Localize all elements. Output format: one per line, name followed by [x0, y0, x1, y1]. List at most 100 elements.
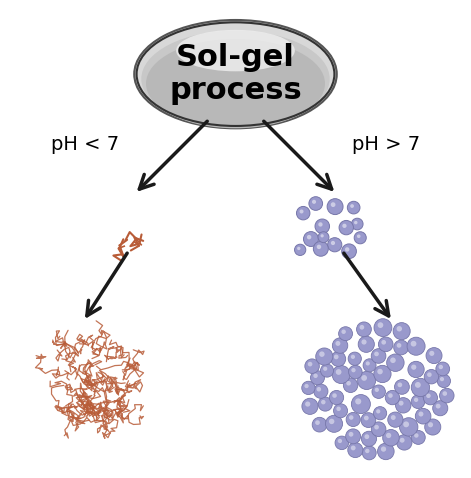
Circle shape	[439, 365, 443, 369]
Circle shape	[426, 348, 442, 364]
Circle shape	[333, 404, 348, 418]
Circle shape	[433, 401, 448, 416]
Circle shape	[388, 412, 403, 427]
Circle shape	[439, 388, 454, 403]
Circle shape	[342, 224, 347, 228]
Circle shape	[338, 439, 342, 443]
Circle shape	[304, 384, 309, 388]
Circle shape	[371, 348, 386, 363]
Circle shape	[428, 422, 433, 427]
Circle shape	[312, 417, 327, 432]
Circle shape	[296, 206, 310, 220]
Circle shape	[399, 418, 418, 436]
Circle shape	[400, 438, 405, 443]
Circle shape	[328, 238, 342, 252]
Circle shape	[335, 436, 349, 450]
Circle shape	[403, 422, 409, 427]
Circle shape	[436, 362, 450, 376]
Circle shape	[365, 361, 370, 366]
Circle shape	[318, 222, 323, 227]
Circle shape	[361, 339, 366, 345]
Circle shape	[378, 337, 393, 352]
Circle shape	[305, 402, 310, 407]
Circle shape	[334, 355, 339, 359]
Circle shape	[346, 381, 351, 386]
Circle shape	[335, 341, 341, 346]
Circle shape	[339, 327, 352, 341]
Circle shape	[354, 221, 357, 224]
Circle shape	[393, 323, 410, 340]
Text: Sol-gel
process: Sol-gel process	[169, 43, 302, 106]
Circle shape	[349, 415, 353, 420]
Circle shape	[347, 201, 360, 214]
Circle shape	[351, 445, 356, 450]
Circle shape	[372, 385, 385, 399]
Circle shape	[361, 431, 376, 446]
Circle shape	[423, 391, 438, 405]
Circle shape	[351, 368, 356, 372]
Circle shape	[411, 431, 425, 445]
Circle shape	[346, 429, 361, 444]
Circle shape	[300, 209, 303, 214]
Circle shape	[315, 219, 330, 234]
Circle shape	[349, 365, 362, 379]
Circle shape	[357, 322, 371, 337]
Circle shape	[318, 232, 329, 243]
Circle shape	[341, 244, 357, 259]
Circle shape	[357, 371, 376, 390]
Circle shape	[371, 422, 386, 436]
Circle shape	[333, 338, 348, 353]
Circle shape	[351, 394, 370, 413]
Circle shape	[442, 391, 447, 396]
Circle shape	[386, 433, 391, 438]
Circle shape	[331, 202, 335, 207]
Circle shape	[321, 400, 325, 404]
Circle shape	[374, 365, 391, 382]
Circle shape	[397, 343, 401, 348]
Circle shape	[302, 381, 315, 394]
Circle shape	[320, 364, 333, 377]
Text: pH < 7: pH < 7	[51, 135, 119, 154]
Circle shape	[397, 326, 402, 331]
Circle shape	[305, 359, 319, 373]
Circle shape	[317, 387, 321, 391]
Circle shape	[308, 362, 312, 367]
Ellipse shape	[134, 20, 337, 128]
Circle shape	[378, 322, 383, 328]
Circle shape	[343, 378, 358, 392]
Circle shape	[354, 232, 366, 244]
Circle shape	[397, 435, 412, 450]
Circle shape	[407, 337, 425, 355]
Circle shape	[327, 199, 343, 215]
Circle shape	[339, 220, 353, 235]
Circle shape	[325, 415, 342, 432]
Circle shape	[363, 359, 376, 372]
Circle shape	[408, 361, 424, 378]
Circle shape	[336, 369, 341, 375]
Ellipse shape	[176, 30, 295, 71]
Circle shape	[294, 244, 306, 255]
Circle shape	[309, 196, 323, 210]
Circle shape	[411, 365, 416, 370]
Circle shape	[388, 393, 393, 398]
Circle shape	[377, 369, 383, 374]
Circle shape	[323, 367, 327, 371]
Circle shape	[436, 404, 440, 409]
Circle shape	[346, 413, 360, 426]
Circle shape	[310, 371, 325, 385]
Circle shape	[313, 373, 318, 378]
Circle shape	[390, 358, 396, 363]
Circle shape	[415, 408, 431, 424]
Circle shape	[355, 398, 361, 404]
Circle shape	[426, 393, 430, 398]
Circle shape	[349, 432, 353, 436]
Circle shape	[351, 218, 363, 230]
Circle shape	[365, 434, 369, 439]
Circle shape	[391, 415, 396, 420]
Circle shape	[350, 204, 354, 208]
Circle shape	[395, 380, 409, 394]
Ellipse shape	[137, 22, 334, 126]
Circle shape	[427, 372, 432, 377]
Circle shape	[424, 369, 439, 384]
Circle shape	[374, 407, 387, 420]
